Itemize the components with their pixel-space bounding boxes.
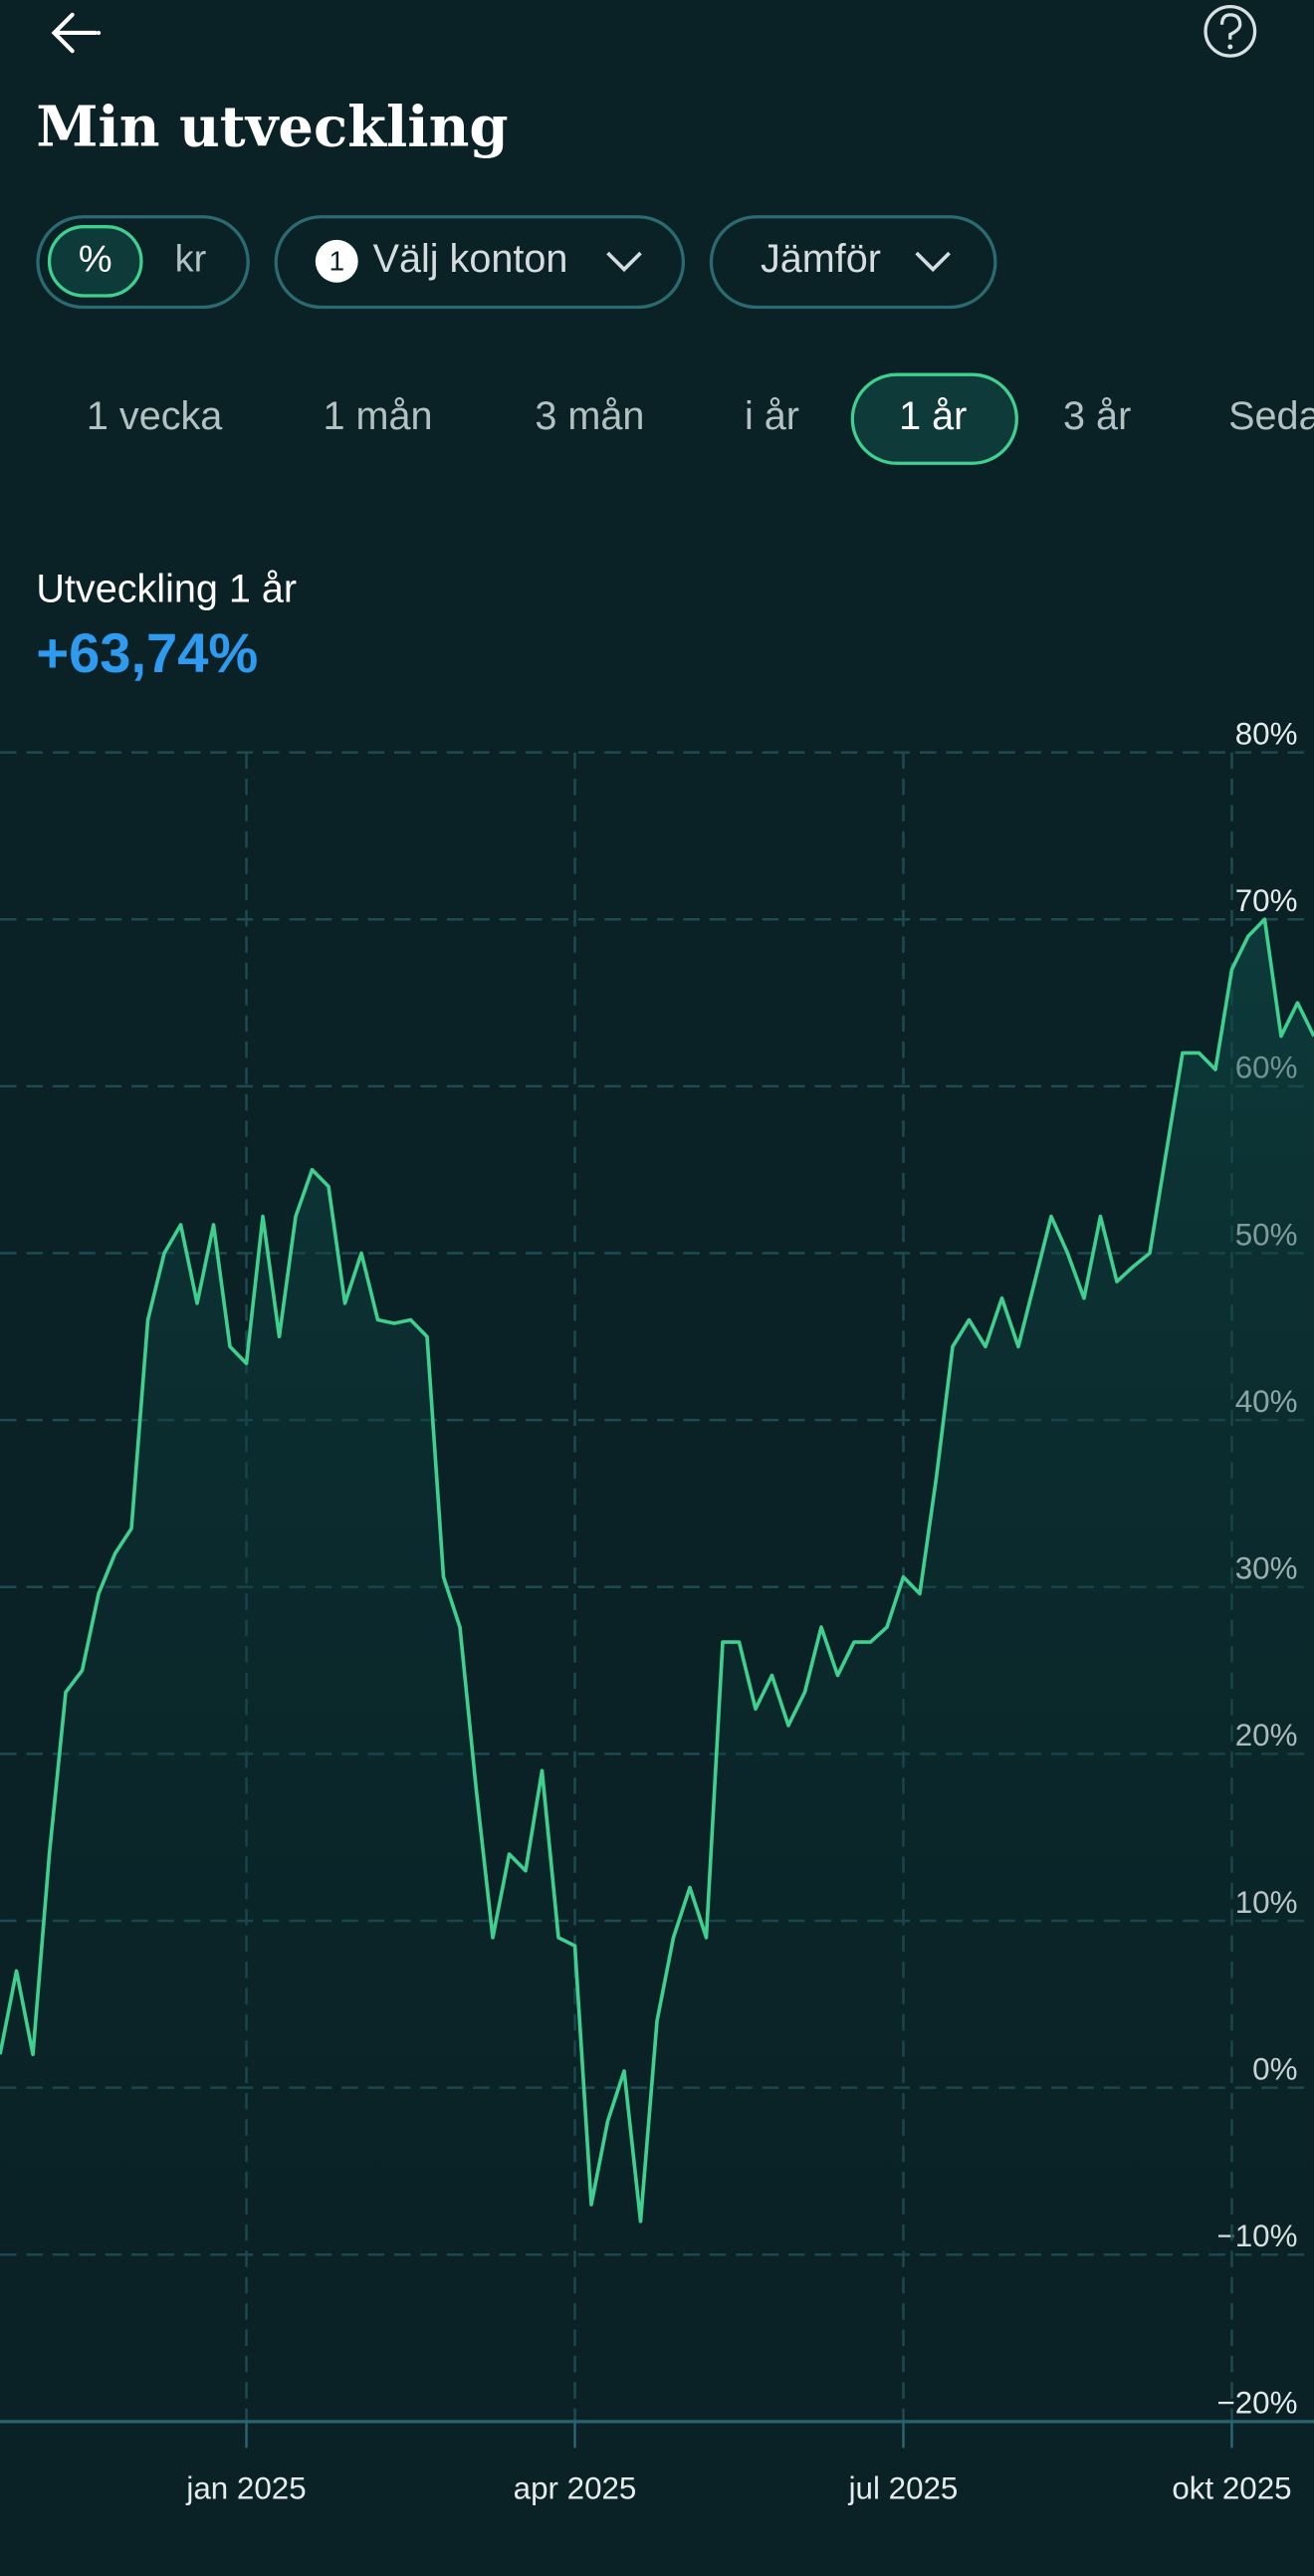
accounts-label[interactable]: Välj konton	[373, 237, 568, 281]
compare-label[interactable]: Jämför	[761, 237, 881, 281]
tab-selected[interactable]: 1 år	[899, 394, 967, 438]
tab[interactable]: 3 mån	[535, 394, 644, 438]
unit-kr[interactable]: kr	[175, 238, 207, 280]
line	[0, 917, 1314, 2224]
help-button[interactable]	[1204, 4, 1257, 58]
area-fill	[0, 919, 1314, 2422]
accounts-dropdown[interactable]: 1 Välj konton	[274, 215, 686, 310]
y-tick-label: 70%	[1235, 883, 1298, 918]
chart: −20%−10%0%10%20%30%40%50%60%70%80%jan 20…	[0, 716, 1314, 2505]
tab[interactable]: 3 år	[1063, 394, 1131, 438]
accounts-badge: 1	[328, 245, 344, 276]
x-tick-label: jul 2025	[848, 2470, 959, 2505]
tab[interactable]: 1 vecka	[87, 394, 223, 438]
unit-toggle[interactable]: % kr	[36, 215, 250, 310]
performance-label: Utveckling 1 år	[36, 567, 297, 610]
compare-dropdown[interactable]: Jämför	[709, 215, 997, 310]
page-title: Min utveckling	[36, 95, 508, 160]
x-tick-label: jan 2025	[185, 2470, 306, 2505]
performance-value: +63,74%	[36, 621, 258, 684]
tab[interactable]: Seda	[1228, 394, 1314, 438]
unit-percent[interactable]: %	[79, 238, 112, 280]
y-tick-label: 80%	[1235, 716, 1298, 751]
x-tick-label: okt 2025	[1172, 2470, 1291, 2505]
tab[interactable]: 1 mån	[324, 394, 433, 438]
x-tick-label: apr 2025	[514, 2470, 637, 2505]
tab[interactable]: i år	[745, 394, 799, 438]
back-button[interactable]	[51, 12, 102, 54]
selected-tab-bg	[850, 372, 1018, 465]
